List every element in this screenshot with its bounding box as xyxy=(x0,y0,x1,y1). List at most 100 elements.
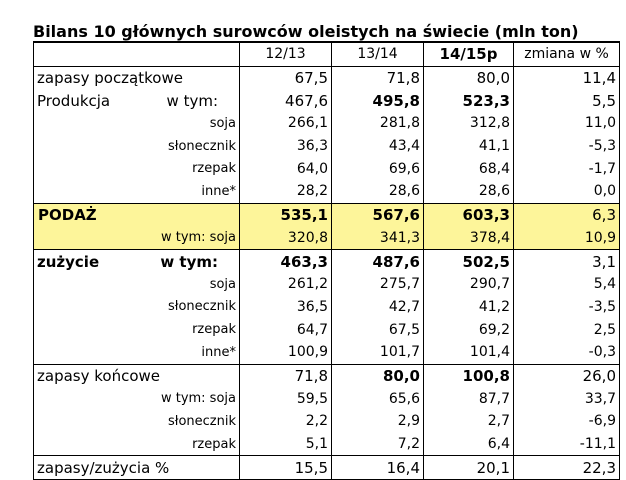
row-label: słonecznik xyxy=(33,410,240,433)
row-value: 41,1 xyxy=(423,134,514,158)
row-label: Produkcja w tym: xyxy=(33,89,240,113)
table-row: zapasy końcowe 71,8 80,0 100,8 26,0 xyxy=(33,363,620,388)
row-value: 59,5 xyxy=(239,387,332,410)
row-value: 101,7 xyxy=(331,340,424,365)
row-value: 87,7 xyxy=(423,387,514,410)
row-value: 6,3 xyxy=(513,202,620,227)
table-row: PODAŻ 535,1 567,6 603,3 6,3 xyxy=(33,202,620,227)
row-label-main: zużycie xyxy=(37,252,100,271)
row-value: 535,1 xyxy=(239,202,332,227)
row-value: 275,7 xyxy=(331,272,424,296)
row-value: 64,0 xyxy=(239,157,332,181)
row-value: 10,9 xyxy=(513,226,620,250)
table-row: soja 261,2 275,7 290,7 5,4 xyxy=(33,272,620,296)
row-value: 80,0 xyxy=(331,363,424,388)
table-row: rzepak 64,0 69,6 68,4 -1,7 xyxy=(33,157,620,181)
row-value: 467,6 xyxy=(239,89,332,113)
row-label: słonecznik xyxy=(33,134,240,158)
row-value: -5,3 xyxy=(513,134,620,158)
row-value: 69,6 xyxy=(331,157,424,181)
row-value: -6,9 xyxy=(513,410,620,433)
row-value: 65,6 xyxy=(331,387,424,410)
row-value: 68,4 xyxy=(423,157,514,181)
row-value: 100,8 xyxy=(423,363,514,388)
table-title: Bilans 10 głównych surowców oleistych na… xyxy=(33,22,579,41)
row-label-main: Produkcja xyxy=(37,91,111,110)
row-value: 101,4 xyxy=(423,340,514,365)
row-value: 5,4 xyxy=(513,272,620,296)
row-label: rzepak xyxy=(33,432,240,456)
row-value: 6,4 xyxy=(423,432,514,456)
row-value: 2,9 xyxy=(331,410,424,433)
row-value: 36,5 xyxy=(239,295,332,319)
table-row: w tym: soja 59,5 65,6 87,7 33,7 xyxy=(33,387,620,410)
row-value: -3,5 xyxy=(513,295,620,319)
row-value: 42,7 xyxy=(331,295,424,319)
row-value: 261,2 xyxy=(239,272,332,296)
row-label: inne* xyxy=(33,340,240,365)
row-label: zapasy/zużycia % xyxy=(33,455,240,480)
table-row: słonecznik 36,5 42,7 41,2 -3,5 xyxy=(33,295,620,319)
table-row: inne* 28,2 28,6 28,6 0,0 xyxy=(33,180,620,204)
row-value: 16,4 xyxy=(331,455,424,480)
row-value: 15,5 xyxy=(239,455,332,480)
row-value: 71,8 xyxy=(239,363,332,388)
row-value: 603,3 xyxy=(423,202,514,227)
row-value: 80,0 xyxy=(423,66,514,90)
header-col-change: zmiana w % xyxy=(513,40,620,67)
row-label: rzepak xyxy=(33,318,240,341)
row-value: 67,5 xyxy=(239,66,332,90)
row-value: 41,2 xyxy=(423,295,514,319)
row-value: 64,7 xyxy=(239,318,332,341)
row-value: -1,7 xyxy=(513,157,620,181)
row-value: 36,3 xyxy=(239,134,332,158)
row-value: 22,3 xyxy=(513,455,620,480)
row-value: -11,1 xyxy=(513,432,620,456)
table-row: słonecznik 36,3 43,4 41,1 -5,3 xyxy=(33,134,620,158)
row-label-sub: w tym: xyxy=(166,91,218,110)
row-label: PODAŻ xyxy=(33,202,240,227)
row-value: 100,9 xyxy=(239,340,332,365)
row-value: 567,6 xyxy=(331,202,424,227)
row-value: 69,2 xyxy=(423,318,514,341)
row-label: zapasy końcowe xyxy=(33,363,240,388)
row-value: 7,2 xyxy=(331,432,424,456)
table-row: soja 266,1 281,8 312,8 11,0 xyxy=(33,112,620,135)
row-label: soja xyxy=(33,272,240,296)
table-row: zapasy/zużycia % 15,5 16,4 20,1 22,3 xyxy=(33,455,620,480)
table-row: zużycie w tym: 463,3 487,6 502,5 3,1 xyxy=(33,249,620,273)
header-label xyxy=(33,40,240,67)
row-value: -0,3 xyxy=(513,340,620,365)
row-value: 28,6 xyxy=(423,180,514,204)
row-value: 463,3 xyxy=(239,249,332,273)
row-value: 28,6 xyxy=(331,180,424,204)
row-label: w tym: soja xyxy=(33,387,240,410)
header-col-1415p: 14/15p xyxy=(423,40,514,67)
row-label: zużycie w tym: xyxy=(33,249,240,273)
row-value: 20,1 xyxy=(423,455,514,480)
table-row: zapasy początkowe 67,5 71,8 80,0 11,4 xyxy=(33,66,620,90)
row-value: 11,0 xyxy=(513,112,620,135)
table-row: słonecznik 2,2 2,9 2,7 -6,9 xyxy=(33,410,620,433)
row-value: 3,1 xyxy=(513,249,620,273)
row-value: 378,4 xyxy=(423,226,514,250)
row-value: 495,8 xyxy=(331,89,424,113)
balance-table: 12/13 13/14 14/15p zmiana w % zapasy poc… xyxy=(33,40,620,480)
table-row: w tym: soja 320,8 341,3 378,4 10,9 xyxy=(33,226,620,250)
row-value: 341,3 xyxy=(331,226,424,250)
row-value: 33,7 xyxy=(513,387,620,410)
row-value: 0,0 xyxy=(513,180,620,204)
header-col-1213: 12/13 xyxy=(239,40,332,67)
row-value: 67,5 xyxy=(331,318,424,341)
row-value: 281,8 xyxy=(331,112,424,135)
row-value: 5,5 xyxy=(513,89,620,113)
row-label: inne* xyxy=(33,180,240,204)
row-value: 26,0 xyxy=(513,363,620,388)
header-col-1314: 13/14 xyxy=(331,40,424,67)
row-label: w tym: soja xyxy=(33,226,240,250)
table-row: Produkcja w tym: 467,6 495,8 523,3 5,5 xyxy=(33,89,620,113)
row-value: 312,8 xyxy=(423,112,514,135)
row-value: 2,7 xyxy=(423,410,514,433)
header-row: 12/13 13/14 14/15p zmiana w % xyxy=(33,40,620,67)
row-label-sub: w tym: xyxy=(160,252,218,271)
